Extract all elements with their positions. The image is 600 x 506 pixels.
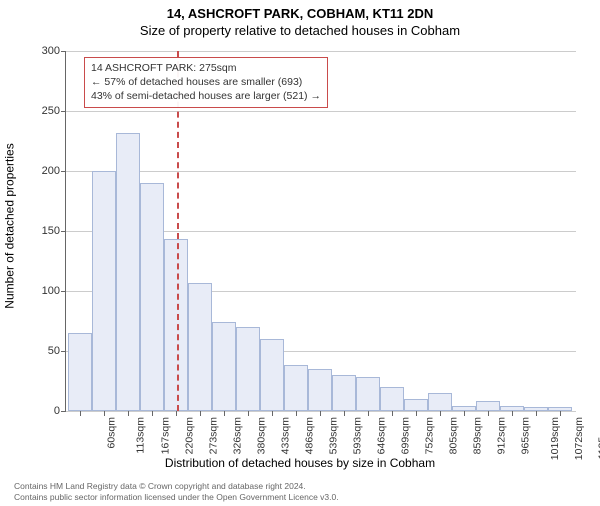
x-tick-mark	[224, 411, 225, 416]
histogram-bar	[68, 333, 92, 411]
x-tick-mark	[272, 411, 273, 416]
y-tick-label: 250	[30, 105, 60, 117]
histogram-bar	[284, 365, 308, 411]
x-tick-label: 646sqm	[375, 417, 387, 454]
y-tick-label: 0	[30, 405, 60, 417]
histogram-bar	[260, 339, 284, 411]
x-tick-label: 1019sqm	[549, 417, 561, 460]
x-tick-label: 220sqm	[183, 417, 195, 454]
x-tick-label: 167sqm	[159, 417, 171, 454]
y-tick-mark	[61, 51, 66, 52]
x-tick-mark	[80, 411, 81, 416]
x-tick-mark	[152, 411, 153, 416]
plot-area: 05010015020025030060sqm113sqm167sqm220sq…	[65, 51, 576, 412]
x-tick-mark	[512, 411, 513, 416]
x-tick-mark	[200, 411, 201, 416]
gridline	[66, 411, 576, 412]
x-tick-label: 912sqm	[495, 417, 507, 454]
x-tick-mark	[320, 411, 321, 416]
x-tick-mark	[296, 411, 297, 416]
gridline	[66, 171, 576, 172]
y-axis-label-wrap: Number of detached properties	[0, 6, 20, 446]
annotation-box: 14 ASHCROFT PARK: 275sqm← 57% of detache…	[84, 57, 328, 108]
y-tick-label: 200	[30, 165, 60, 177]
histogram-bar	[476, 401, 500, 411]
x-tick-mark	[416, 411, 417, 416]
x-tick-mark	[248, 411, 249, 416]
x-tick-label: 380sqm	[255, 417, 267, 454]
y-tick-mark	[61, 231, 66, 232]
y-axis-label: Number of detached properties	[3, 143, 17, 308]
annotation-line3: 43% of semi-detached houses are larger (…	[91, 89, 321, 103]
histogram-bar	[92, 171, 116, 411]
x-tick-mark	[104, 411, 105, 416]
x-tick-label: 1072sqm	[573, 417, 585, 460]
chart-container: { "title_line1": "14, ASHCROFT PARK, COB…	[0, 6, 600, 506]
x-tick-label: 273sqm	[207, 417, 219, 454]
x-tick-label: 433sqm	[279, 417, 291, 454]
gridline	[66, 111, 576, 112]
x-tick-mark	[464, 411, 465, 416]
x-tick-label: 113sqm	[135, 417, 147, 454]
y-tick-label: 100	[30, 285, 60, 297]
y-tick-label: 50	[30, 345, 60, 357]
y-tick-mark	[61, 411, 66, 412]
histogram-bar	[140, 183, 164, 411]
x-tick-label: 1125sqm	[596, 417, 600, 459]
x-axis-label: Distribution of detached houses by size …	[0, 456, 600, 470]
histogram-bar	[404, 399, 428, 411]
x-tick-mark	[344, 411, 345, 416]
x-tick-mark	[128, 411, 129, 416]
footer-line1: Contains HM Land Registry data © Crown c…	[14, 481, 590, 492]
x-tick-mark	[176, 411, 177, 416]
chart-title-address: 14, ASHCROFT PARK, COBHAM, KT11 2DN	[0, 6, 600, 21]
x-tick-mark	[368, 411, 369, 416]
x-tick-label: 805sqm	[447, 417, 459, 454]
histogram-bar	[116, 133, 140, 411]
y-tick-mark	[61, 351, 66, 352]
x-tick-mark	[392, 411, 393, 416]
y-tick-mark	[61, 171, 66, 172]
y-tick-mark	[61, 111, 66, 112]
histogram-bar	[380, 387, 404, 411]
y-tick-mark	[61, 291, 66, 292]
x-tick-label: 965sqm	[519, 417, 531, 454]
annotation-line1: 14 ASHCROFT PARK: 275sqm	[91, 61, 321, 75]
gridline	[66, 51, 576, 52]
histogram-bar	[428, 393, 452, 411]
histogram-bar	[236, 327, 260, 411]
histogram-bar	[164, 239, 188, 411]
histogram-bar	[188, 283, 212, 411]
annotation-line2: ← 57% of detached houses are smaller (69…	[91, 75, 321, 89]
x-tick-label: 539sqm	[327, 417, 339, 454]
x-tick-label: 593sqm	[351, 417, 363, 454]
x-tick-mark	[488, 411, 489, 416]
x-tick-label: 60sqm	[106, 417, 118, 449]
x-tick-label: 699sqm	[399, 417, 411, 454]
x-tick-label: 326sqm	[231, 417, 243, 454]
histogram-bar	[308, 369, 332, 411]
histogram-bar	[212, 322, 236, 411]
x-tick-label: 486sqm	[303, 417, 315, 454]
chart-title-subtitle: Size of property relative to detached ho…	[0, 23, 600, 38]
y-tick-label: 150	[30, 225, 60, 237]
x-tick-mark	[440, 411, 441, 416]
y-tick-label: 300	[30, 45, 60, 57]
histogram-bar	[332, 375, 356, 411]
x-tick-label: 752sqm	[423, 417, 435, 454]
histogram-bar	[356, 377, 380, 411]
x-tick-mark	[560, 411, 561, 416]
x-tick-label: 859sqm	[471, 417, 483, 454]
x-tick-mark	[536, 411, 537, 416]
footer-line2: Contains public sector information licen…	[14, 492, 590, 503]
